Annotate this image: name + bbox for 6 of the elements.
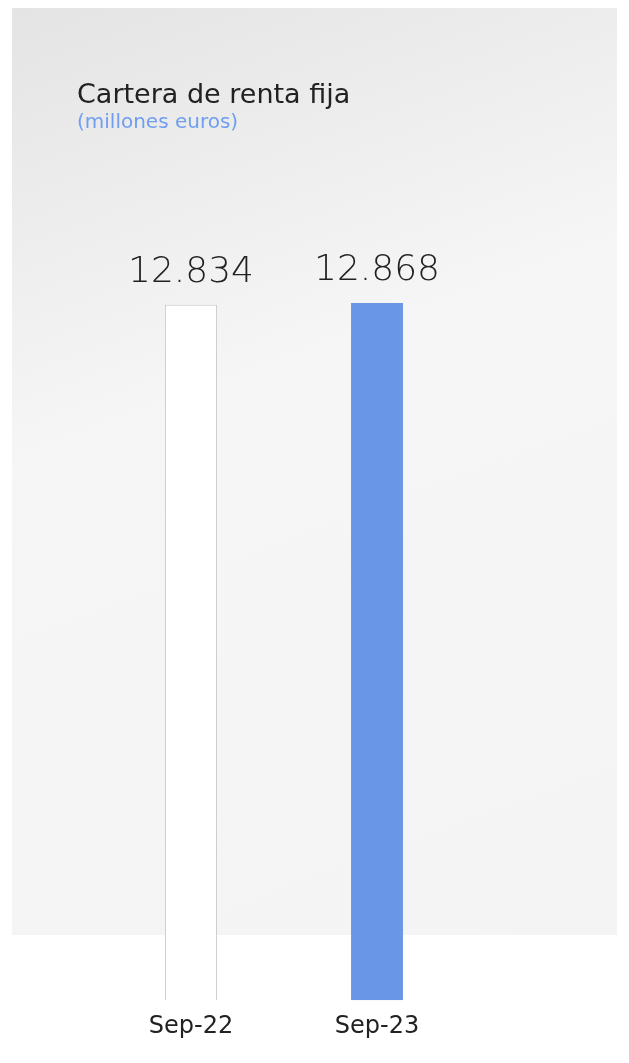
chart-title: Cartera de renta fija [77, 78, 351, 109]
x-tick-label: Sep-22 [148, 1010, 234, 1039]
chart-subtitle: (millones euros) [77, 109, 240, 133]
data-label: 12.834 [128, 249, 254, 291]
data-label: 12.868 [314, 247, 440, 289]
x-tick-label: Sep-23 [334, 1010, 420, 1039]
